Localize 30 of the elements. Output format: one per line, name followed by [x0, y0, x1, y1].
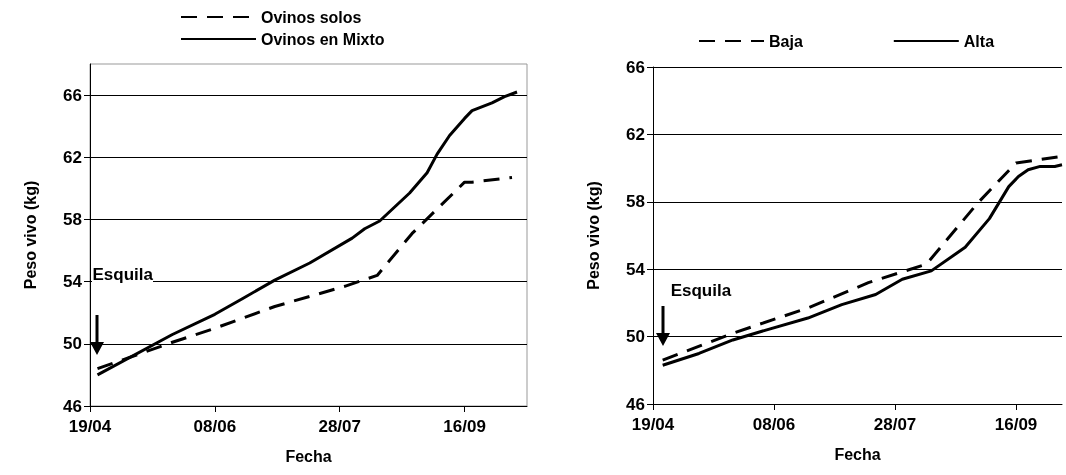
x-tick-label: 16/09: [994, 415, 1038, 434]
x-tick-label: 19/04: [631, 415, 675, 434]
x-axis-title: Fecha: [834, 445, 881, 463]
y-tick-label: 58: [626, 192, 645, 212]
y-axis-title: Peso vivo (kg): [21, 180, 39, 290]
legend-label: Baja: [769, 32, 803, 50]
legend-label: Ovinos en Mixto: [261, 30, 385, 48]
y-tick-label: 58: [63, 209, 82, 229]
x-axis-title: Fecha: [285, 447, 332, 465]
y-tick-label: 62: [63, 147, 82, 167]
y-tick-label: 66: [626, 57, 645, 77]
y-tick-label: 62: [626, 124, 645, 144]
annotation: Esquila: [92, 264, 153, 285]
y-tick-label: 46: [626, 394, 645, 414]
y-tick-label: 66: [63, 85, 82, 105]
x-tick-label: 28/07: [318, 417, 361, 436]
x-tick-label: 16/09: [443, 417, 486, 436]
y-tick-label: 46: [63, 396, 82, 416]
y-axis-title: Peso vivo (kg): [584, 181, 602, 290]
y-tick-label: 54: [63, 272, 83, 292]
x-tick-label: 08/06: [752, 415, 796, 434]
y-tick-label: 50: [63, 334, 82, 354]
x-tick-label: 08/06: [193, 417, 237, 436]
legend-label: Alta: [963, 32, 995, 50]
x-tick-label: 19/04: [68, 417, 112, 436]
annotation: Esquila: [670, 281, 732, 302]
x-tick-label: 28/07: [873, 415, 917, 434]
y-tick-label: 50: [626, 327, 645, 347]
y-tick-label: 54: [626, 259, 646, 279]
legend-label: Ovinos solos: [261, 8, 362, 26]
